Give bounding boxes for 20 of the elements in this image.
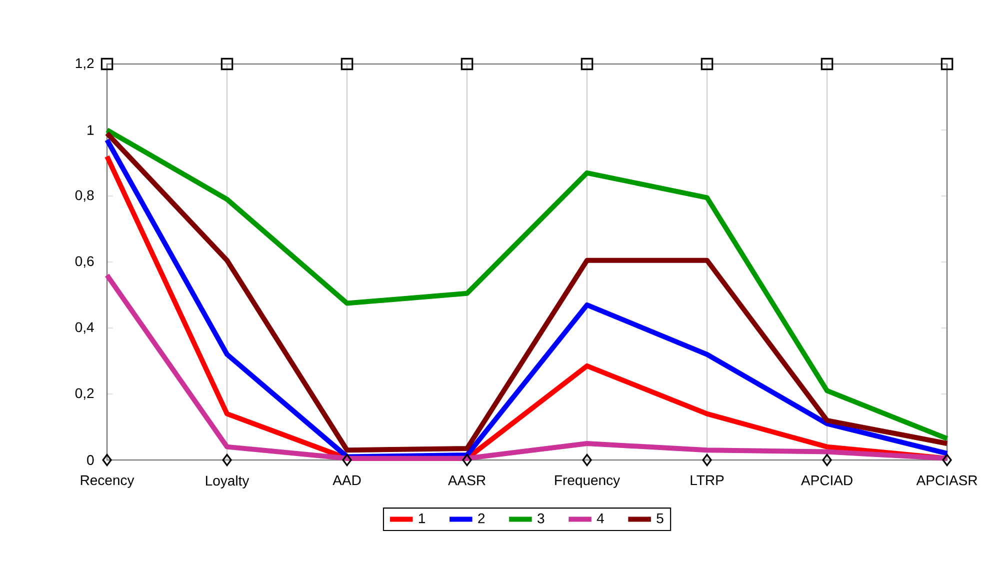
y-tick-label: 1 bbox=[88, 125, 94, 135]
legend-label: 1 bbox=[418, 513, 426, 524]
legend-label: 4 bbox=[596, 513, 604, 524]
x-tick-label: AAD bbox=[332, 475, 361, 486]
legend-label: 5 bbox=[656, 513, 664, 524]
y-tick-label: 0 bbox=[87, 455, 94, 465]
y-tick-label: 0,8 bbox=[75, 190, 94, 202]
y-tick-label: 0,4 bbox=[75, 322, 94, 334]
x-tick-label: APCIASR bbox=[916, 475, 978, 486]
x-tick-label: APCIAD bbox=[800, 475, 852, 486]
y-tick-label: 0,6 bbox=[75, 256, 94, 268]
x-tick-label: LTRP bbox=[690, 475, 724, 486]
x-tick-label: Recency bbox=[80, 475, 134, 488]
x-tick-label: Loyalty bbox=[206, 475, 250, 488]
y-tick-label: 0,2 bbox=[75, 388, 94, 400]
y-tick-label: 1,2 bbox=[76, 58, 94, 70]
x-tick-label: Frequency bbox=[555, 475, 620, 488]
legend-label: 3 bbox=[538, 513, 544, 524]
legend-label: 2 bbox=[478, 513, 485, 524]
x-tick-label: AASR bbox=[448, 475, 486, 486]
